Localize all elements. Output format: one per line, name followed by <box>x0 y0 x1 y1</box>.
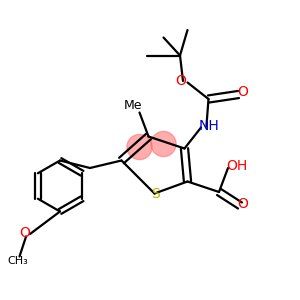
Text: O: O <box>19 226 30 240</box>
Text: OH: OH <box>226 160 247 173</box>
Text: Me: Me <box>124 99 142 112</box>
Text: O: O <box>237 85 248 99</box>
Circle shape <box>127 134 152 160</box>
Text: O: O <box>237 197 248 211</box>
Text: O: O <box>176 74 186 88</box>
Text: CH₃: CH₃ <box>8 256 29 266</box>
Circle shape <box>151 131 176 157</box>
Text: NH: NH <box>198 119 219 133</box>
Text: S: S <box>152 187 160 201</box>
